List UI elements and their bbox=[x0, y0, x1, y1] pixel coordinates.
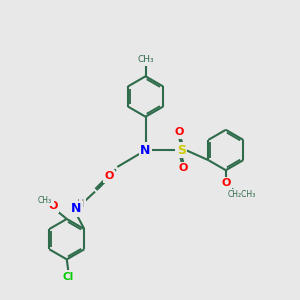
Text: N: N bbox=[140, 143, 151, 157]
Text: O: O bbox=[105, 172, 114, 182]
Text: N: N bbox=[71, 202, 82, 215]
Text: CH₂CH₃: CH₂CH₃ bbox=[228, 190, 256, 200]
Text: S: S bbox=[177, 143, 186, 157]
Text: CH₃: CH₃ bbox=[38, 196, 52, 205]
Text: O: O bbox=[179, 163, 188, 173]
Text: O: O bbox=[48, 202, 58, 212]
Text: CH₃: CH₃ bbox=[137, 56, 154, 64]
Text: O: O bbox=[174, 127, 184, 137]
Text: Cl: Cl bbox=[63, 272, 74, 282]
Text: H: H bbox=[77, 199, 85, 209]
Text: O: O bbox=[221, 178, 230, 188]
